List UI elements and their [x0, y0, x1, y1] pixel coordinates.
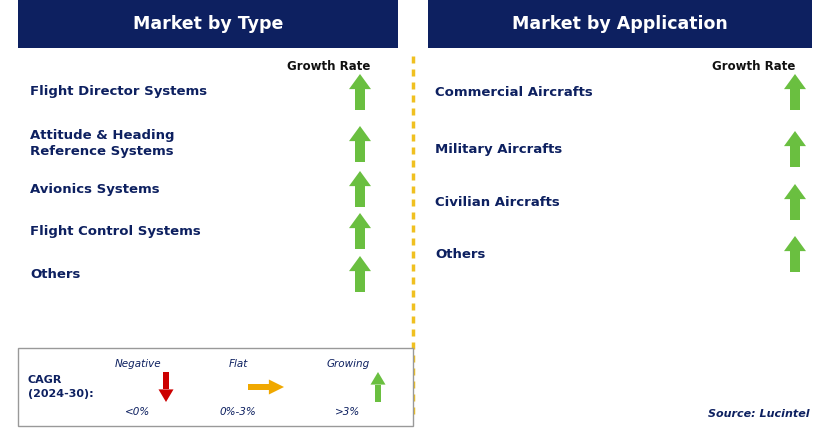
- Text: Civilian Aircrafts: Civilian Aircrafts: [435, 195, 559, 209]
- Polygon shape: [789, 199, 799, 220]
- Polygon shape: [355, 186, 364, 207]
- Bar: [427, 0, 811, 48]
- Text: Flat: Flat: [228, 359, 248, 369]
- Text: Growth Rate: Growth Rate: [710, 59, 794, 72]
- Text: Flight Director Systems: Flight Director Systems: [30, 86, 207, 99]
- Polygon shape: [349, 213, 371, 228]
- Text: Negative: Negative: [114, 359, 161, 369]
- Text: Others: Others: [435, 247, 484, 261]
- Polygon shape: [355, 228, 364, 249]
- Polygon shape: [349, 126, 371, 141]
- Text: Growth Rate: Growth Rate: [286, 59, 369, 72]
- Text: Others: Others: [30, 267, 80, 281]
- Text: Source: Lucintel: Source: Lucintel: [707, 409, 809, 419]
- Polygon shape: [355, 271, 364, 292]
- Polygon shape: [370, 372, 385, 385]
- Polygon shape: [158, 389, 173, 402]
- Text: Military Aircrafts: Military Aircrafts: [435, 143, 561, 155]
- Polygon shape: [789, 89, 799, 110]
- Text: >3%: >3%: [335, 407, 360, 417]
- Text: Growing: Growing: [326, 359, 369, 369]
- Polygon shape: [783, 74, 805, 89]
- Polygon shape: [349, 171, 371, 186]
- Polygon shape: [783, 131, 805, 146]
- Polygon shape: [248, 384, 268, 390]
- Text: Market by Application: Market by Application: [512, 15, 727, 33]
- Polygon shape: [783, 184, 805, 199]
- Text: Flight Control Systems: Flight Control Systems: [30, 225, 200, 238]
- Polygon shape: [162, 372, 169, 389]
- Text: Avionics Systems: Avionics Systems: [30, 182, 160, 195]
- Polygon shape: [789, 251, 799, 272]
- Text: 0%-3%: 0%-3%: [219, 407, 256, 417]
- Text: Market by Type: Market by Type: [132, 15, 283, 33]
- Polygon shape: [355, 141, 364, 162]
- Text: Commercial Aircrafts: Commercial Aircrafts: [435, 86, 592, 99]
- Polygon shape: [355, 89, 364, 110]
- Polygon shape: [789, 146, 799, 167]
- Bar: [18, 348, 412, 426]
- Polygon shape: [374, 385, 381, 402]
- Polygon shape: [783, 236, 805, 251]
- Polygon shape: [349, 74, 371, 89]
- Polygon shape: [349, 256, 371, 271]
- Text: <0%: <0%: [125, 407, 151, 417]
- Polygon shape: [268, 380, 284, 395]
- Text: CAGR
(2024-30):: CAGR (2024-30):: [28, 375, 94, 399]
- Text: Attitude & Heading
Reference Systems: Attitude & Heading Reference Systems: [30, 130, 174, 159]
- Bar: [18, 0, 397, 48]
